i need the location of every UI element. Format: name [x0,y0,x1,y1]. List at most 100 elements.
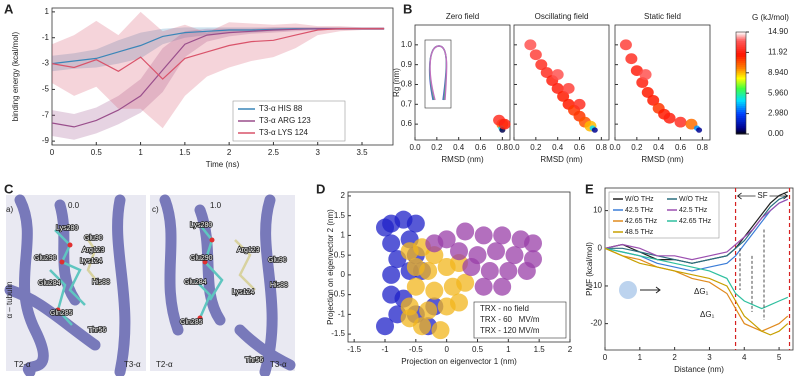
x-axis-label: RMSD (nm) [441,155,484,164]
colorbar-cell [736,36,746,39]
point [474,226,493,245]
legend-label: 42.65 THz [625,218,658,225]
residue-label: Thr56 [245,357,263,364]
point [517,261,536,280]
colorbar-tick-label: 2.980 [768,109,789,118]
colorbar-tick-label: 14.90 [768,27,789,36]
y-tick-label: 1.0 [401,40,413,49]
legend-label: W/O THz [625,196,654,203]
density-cell [663,112,676,124]
colorbar-cell [736,103,746,106]
colorbar-cell [736,97,746,100]
density-cell [524,39,537,51]
point [419,261,438,280]
colorbar-cell [736,68,746,72]
density-cell [573,98,586,110]
y-tick-label: -3 [42,59,50,68]
point [419,301,438,320]
colorbar-cell [736,34,746,37]
point [487,242,505,261]
colorbar-cell [736,113,746,117]
colorbar-cell [736,123,746,127]
x-tick-label: 0.2 [631,143,643,152]
x-tick-label: 5 [777,353,782,362]
y-tick-label: -9 [42,136,50,145]
residue-label: Lys280 [56,225,78,232]
legend-label: T3-α ARG 123 [259,116,311,125]
x-tick-label: 0 [50,148,55,157]
colorbar-cell [736,70,746,74]
subplot-title: Static field [644,12,681,21]
colorbar-cell [736,121,746,125]
legend-label: TRX - no field [480,304,529,313]
point [382,265,401,284]
colorbar-tick-label: 11.92 [768,48,788,57]
y-tick-label: 0 [341,270,346,279]
y-axis-label: binding energy (kcal/mol) [11,31,20,121]
residue-label: Lys124 [80,258,102,265]
tubulin-label: α – tubulin [5,281,14,318]
density-cell [625,53,638,65]
x-axis-label: Time (ns) [206,160,240,169]
legend-label: T3-α HIS 88 [259,104,303,113]
density-cell [535,59,548,71]
point [406,277,425,296]
helices [4,194,296,376]
x-tick-label: -1 [381,345,389,354]
legend-label: 42.65 THz [679,218,712,225]
x-tick-label: 0.4 [453,143,465,152]
colorbar-cell [736,52,746,55]
colorbar-cell [736,66,746,70]
line [604,247,789,336]
line [604,198,789,261]
x-tick-label: 1.5 [534,345,546,354]
legend-label: T3-α LYS 124 [259,128,308,137]
colorbar-tick-label: 5.960 [768,88,789,97]
colorbar-cell [736,115,746,119]
point [406,214,425,233]
residue-label: Arg123 [237,247,260,254]
chain-label: T3-α [270,360,287,369]
colorbar-cell [736,93,746,96]
x-tick-label: 2 [672,353,677,362]
colorbar-cell [736,85,746,88]
point [456,222,475,241]
x-tick-label: 0.0 [409,143,421,152]
line [604,198,789,272]
y-tick-label: -1 [338,309,346,318]
density-cell [647,94,660,106]
y-axis-label: Rg (nm) [392,68,401,97]
point [499,261,518,280]
colorbar-tick-label: 8.940 [768,68,789,77]
colorbar-cell [736,119,746,123]
density-cell [619,39,632,51]
legend-box [473,301,567,339]
region-label-bg [755,191,770,201]
x-tick-label: 3 [707,353,712,362]
legend-label: 42.5 THz [679,207,708,214]
band [52,27,385,140]
x-tick-label: 0.0 [508,143,520,152]
annotation: ΔG₁ [694,287,709,296]
point [474,277,493,296]
panel-label: D [316,181,325,196]
y-axis-label: Projection on eigenvector 2 (nm) [326,209,335,325]
residue-label: Glu90 [268,257,287,264]
colorbar-cell [736,44,746,47]
subplot-title: Oscillating field [535,12,589,21]
molecule-arrow [640,286,661,294]
colorbar-cell [736,56,746,60]
colorbar-cell [736,91,746,94]
density-cell [639,69,652,80]
colorbar-cell [736,42,746,45]
legend-label: TRX - 60 MV/m [480,315,540,324]
x-tick-label: -0.5 [409,345,423,354]
x-tick-label: 4 [742,353,747,362]
density-cell [557,90,570,102]
y-tick-label: -20 [590,319,602,328]
residue-label: Glu284 [184,279,207,286]
colorbar-cell [736,64,746,68]
x-tick-label: 0.5 [472,345,484,354]
point [505,246,524,265]
x-tick-label: 3.5 [356,148,368,157]
